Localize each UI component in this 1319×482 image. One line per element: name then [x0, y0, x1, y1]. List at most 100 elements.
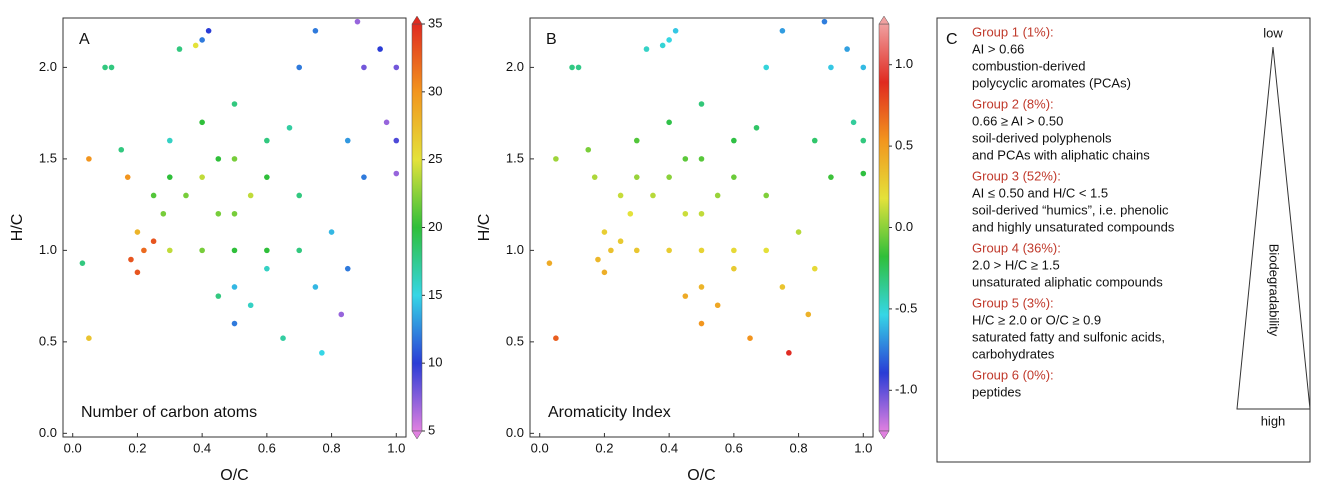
colorbar-tick-label: 20 [428, 219, 442, 234]
data-point [731, 265, 737, 272]
data-point [312, 28, 319, 34]
annotation: Number of carbon atoms [81, 404, 257, 421]
panel-label: A [79, 31, 90, 48]
data-point [247, 302, 254, 309]
group-line: soil-derived “humics”, i.e. phenolic [972, 202, 1169, 217]
data-point [124, 174, 131, 180]
arrow-label: Biodegradability [1267, 244, 1282, 337]
data-point [763, 247, 770, 254]
colorbar-extend-bottom [878, 430, 890, 440]
y-tick-label: 1.5 [39, 150, 57, 165]
data-point [731, 137, 737, 144]
colorbar-tick-label: 35 [428, 15, 442, 30]
data-point [393, 137, 400, 144]
data-point [108, 64, 115, 71]
data-point [199, 37, 205, 43]
x-tick-label: 0.0 [531, 440, 549, 455]
x-tick-label: 0.8 [323, 440, 341, 455]
data-point [192, 42, 199, 49]
data-point [312, 284, 319, 290]
colorbar-tick-label: 0.0 [895, 219, 913, 234]
data-point [698, 284, 705, 290]
x-axis-label: O/C [220, 467, 248, 482]
data-point [811, 137, 818, 144]
colorbar-tick-label: 5 [428, 422, 435, 437]
data-point [166, 247, 173, 254]
x-tick-label: 0.8 [790, 440, 808, 455]
data-point [585, 146, 592, 153]
data-point [199, 119, 205, 126]
data-point [296, 64, 303, 71]
data-point [328, 229, 335, 235]
group-line: and PCAs with aliphatic chains [972, 147, 1150, 162]
data-point [821, 18, 828, 25]
data-point [828, 174, 834, 180]
data-point [231, 156, 238, 162]
data-point [176, 46, 183, 52]
data-point [779, 284, 786, 290]
group-line: combustion-derived [972, 58, 1085, 73]
colorbar-tick-label: 1.0 [895, 56, 913, 71]
colorbar-tick-label: -1.0 [895, 382, 917, 397]
data-point [591, 174, 598, 180]
data-point [672, 28, 679, 34]
group-line: saturated fatty and sulfonic acids, [972, 329, 1165, 344]
data-point [296, 192, 303, 199]
data-point [763, 64, 770, 71]
data-point [264, 247, 270, 254]
data-point [698, 247, 705, 254]
data-point [205, 28, 212, 34]
data-point [546, 260, 553, 266]
data-point [682, 156, 689, 162]
data-point [650, 192, 656, 199]
data-point [264, 137, 270, 144]
y-axis-label: H/C [9, 214, 26, 242]
data-point [118, 146, 125, 153]
data-point [264, 174, 270, 180]
plot-area [62, 17, 407, 438]
group-title: Group 4 (36%): [972, 240, 1061, 255]
y-tick-label: 2.0 [39, 59, 57, 74]
data-point [601, 229, 608, 235]
data-point [231, 247, 238, 254]
data-point [215, 293, 222, 299]
y-tick-label: 1.5 [506, 150, 524, 165]
y-tick-label: 2.0 [506, 59, 524, 74]
data-point [150, 238, 157, 245]
data-point [361, 64, 367, 71]
data-point [128, 256, 134, 263]
group-line: carbohydrates [972, 346, 1055, 361]
group-title: Group 3 (52%): [972, 168, 1061, 183]
group-line: and highly unsaturated compounds [972, 219, 1175, 234]
data-point [553, 156, 559, 162]
data-point [134, 229, 141, 235]
data-point [231, 101, 238, 107]
data-point [553, 335, 559, 341]
data-point [319, 350, 325, 356]
data-point [698, 320, 705, 327]
group-title: Group 5 (3%): [972, 295, 1054, 310]
panel-label: C [946, 31, 958, 48]
data-point [811, 265, 818, 272]
data-point [795, 229, 802, 235]
group-title: Group 6 (0%): [972, 367, 1054, 382]
data-point [344, 265, 351, 272]
group-line: peptides [972, 384, 1022, 399]
data-point [361, 174, 367, 180]
data-point [850, 119, 857, 126]
data-point [633, 174, 640, 180]
data-point [183, 192, 189, 199]
data-point [860, 137, 867, 144]
x-tick-label: 0.4 [193, 440, 211, 455]
biodegradability-triangle [1236, 46, 1311, 410]
group-line: AI > 0.66 [972, 41, 1024, 56]
data-point [682, 293, 689, 299]
data-point [633, 247, 640, 254]
data-point [805, 311, 812, 318]
data-point [86, 335, 92, 341]
x-tick-label: 1.0 [854, 440, 872, 455]
colorbar-tick-label: 10 [428, 355, 442, 370]
colorbar-tick-label: -0.5 [895, 300, 917, 315]
data-point [102, 64, 108, 71]
data-point [731, 174, 737, 180]
